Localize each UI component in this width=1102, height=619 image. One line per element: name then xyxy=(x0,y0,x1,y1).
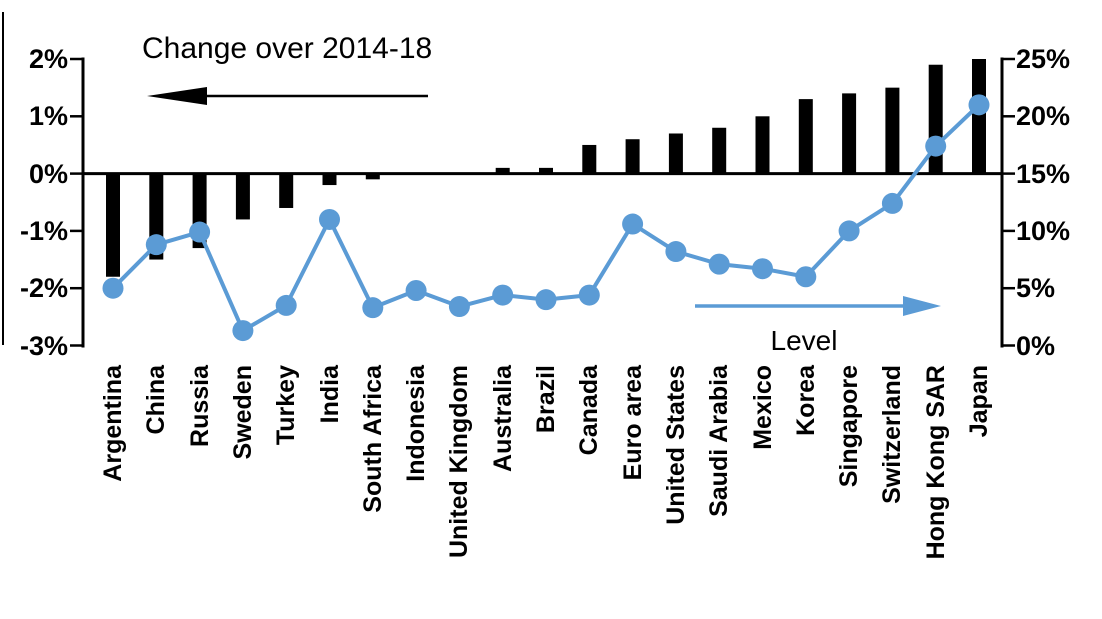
dot-mexico xyxy=(752,258,773,280)
right-axis-tick-label: 25% xyxy=(1016,44,1071,74)
x-axis-category-label: Hong Kong SAR xyxy=(921,365,950,560)
x-axis-category-label: South Africa xyxy=(358,365,387,513)
dot-india xyxy=(319,208,340,230)
chart-series-label-change: Change over 2014-18 xyxy=(142,32,433,65)
dot-brazil xyxy=(535,289,557,311)
left-axis-tick-label: 1% xyxy=(28,101,68,132)
x-axis-category-label: Switzerland xyxy=(878,365,907,504)
x-axis-category-label: Singapore xyxy=(835,365,864,488)
dot-canada xyxy=(578,284,600,306)
dot-hong-kong-sar xyxy=(925,135,947,157)
right-axis-tick-label: 20% xyxy=(1016,101,1071,132)
bar-korea xyxy=(798,99,813,174)
x-axis-category-label: Turkey xyxy=(272,365,301,446)
x-axis-category-label: United States xyxy=(661,365,690,525)
dot-australia xyxy=(492,284,514,306)
bar-brazil xyxy=(539,167,553,174)
x-axis-category-label: Canada xyxy=(575,365,604,456)
bar-singapore xyxy=(842,93,857,174)
x-axis-category-label: Russia xyxy=(185,365,214,447)
bar-sweden xyxy=(235,173,250,220)
left-axis-tick-label: -2% xyxy=(19,273,68,304)
x-axis-category-label: Australia xyxy=(488,365,517,472)
dot-united-states xyxy=(665,241,687,263)
left-axis-tick-label: 0% xyxy=(28,158,68,189)
x-axis-category-label: Argentina xyxy=(99,365,127,482)
bar-mexico xyxy=(755,116,770,174)
left-axis-tick-label: -3% xyxy=(19,330,68,361)
dot-sweden xyxy=(232,320,254,342)
bar-switzerland xyxy=(885,87,900,174)
bar-argentina xyxy=(106,173,120,277)
change-arrow-head xyxy=(147,87,207,105)
x-axis-category-label: Brazil xyxy=(532,365,560,434)
dot-japan xyxy=(968,94,990,116)
x-axis-category-label: Saudi Arabia xyxy=(705,365,734,517)
bar-japan xyxy=(972,59,986,174)
right-axis-tick-label: 10% xyxy=(1016,215,1071,246)
dot-turkey xyxy=(275,294,297,316)
x-axis-category-label: Mexico xyxy=(748,365,777,450)
bar-south-africa xyxy=(365,173,380,180)
right-axis-tick-label: 5% xyxy=(1016,273,1056,304)
chart-series-label-level: Level xyxy=(770,325,838,356)
bar-united-states xyxy=(668,133,683,174)
dot-saudi-arabia xyxy=(708,253,730,275)
dot-china xyxy=(145,234,167,256)
bar-euro-area xyxy=(625,139,640,174)
bar-india xyxy=(322,173,337,186)
dot-korea xyxy=(795,266,817,288)
dot-switzerland xyxy=(881,192,903,214)
x-axis-category-label: Japan xyxy=(965,365,993,438)
x-axis-category-label: China xyxy=(142,365,171,435)
bar-turkey xyxy=(279,173,294,208)
x-axis-category-label: Indonesia xyxy=(402,365,431,482)
x-axis-category-label: Sweden xyxy=(228,365,257,460)
dot-indonesia xyxy=(405,279,427,301)
bar-saudi-arabia xyxy=(712,127,727,174)
bar-hong-kong-sar xyxy=(928,64,943,174)
left-axis-tick-label: -1% xyxy=(19,215,68,246)
bar-canada xyxy=(582,144,597,174)
dot-south-africa xyxy=(362,297,384,319)
x-axis-category-label: United Kingdom xyxy=(445,365,474,559)
dot-russia xyxy=(189,221,211,243)
x-axis-category-label: India xyxy=(315,365,344,424)
x-axis-category-label: Korea xyxy=(791,365,820,436)
dot-argentina xyxy=(102,277,124,299)
dot-euro-area xyxy=(622,213,644,235)
dot-singapore xyxy=(838,220,860,242)
dot-united-kingdom xyxy=(448,296,470,318)
level-arrow-head xyxy=(903,296,941,316)
x-axis-category-label: Euro area xyxy=(618,365,647,481)
right-axis-tick-label: 0% xyxy=(1016,330,1056,361)
bar-australia xyxy=(495,167,510,174)
left-axis-tick-label: 2% xyxy=(28,44,68,74)
right-axis-tick-label: 15% xyxy=(1016,158,1071,189)
